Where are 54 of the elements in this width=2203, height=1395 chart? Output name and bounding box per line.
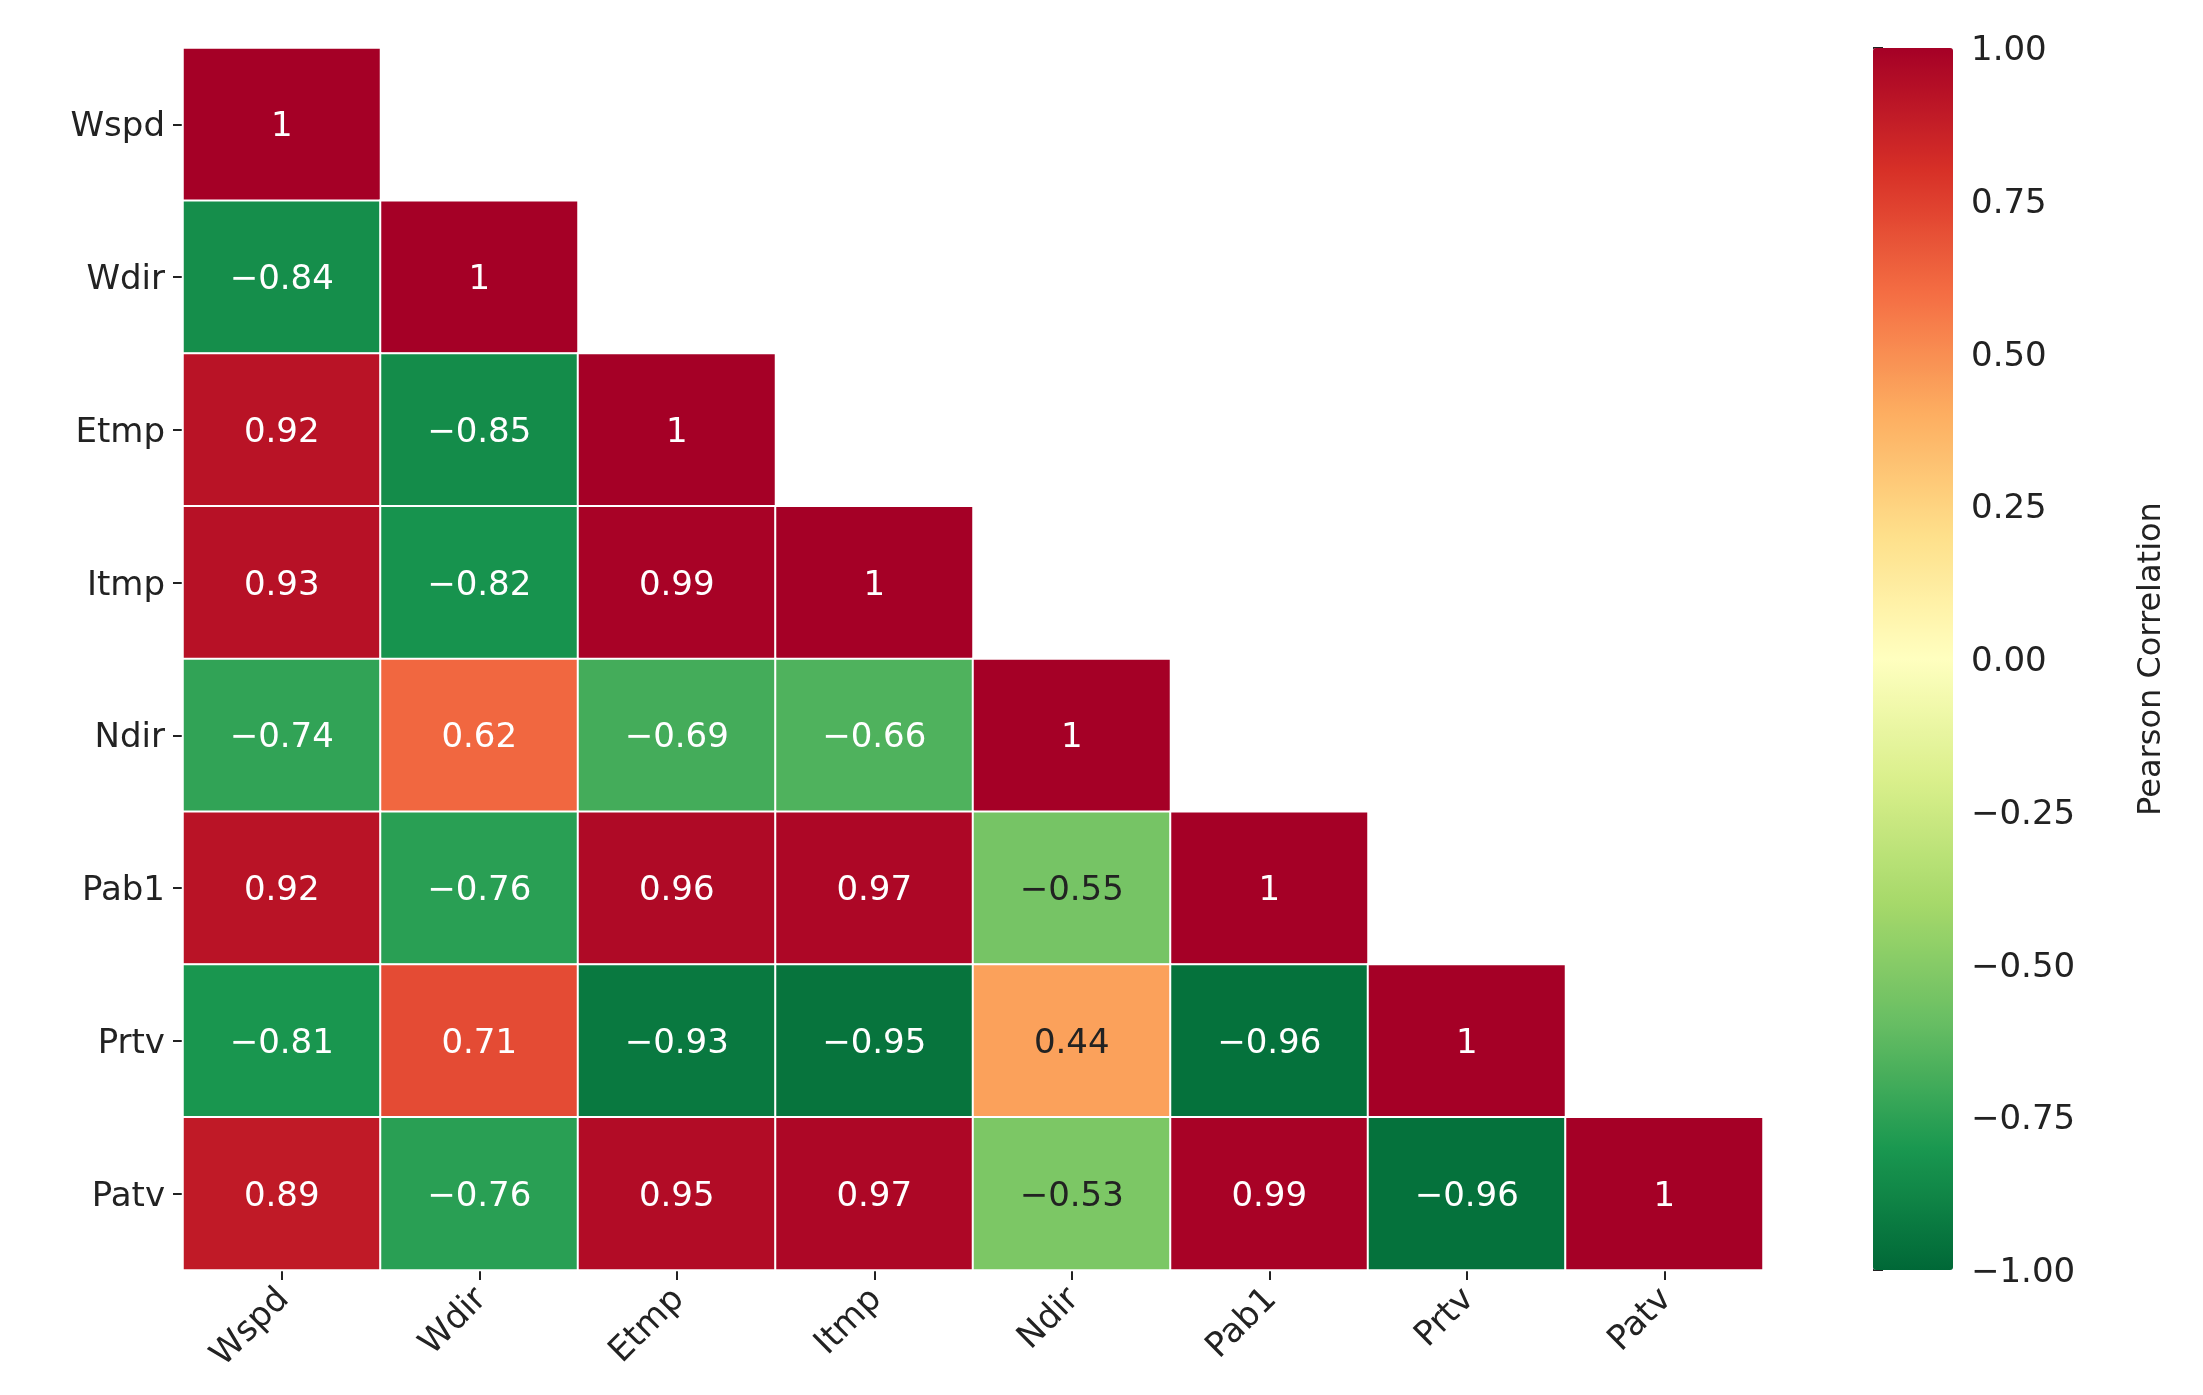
data-label: −0.76 (427, 868, 532, 909)
y-tick-label: Pab1 (81, 868, 165, 909)
data-label: 0.95 (638, 1173, 715, 1214)
y-tick-label: Etmp (75, 409, 165, 450)
data-label: −0.82 (427, 562, 532, 603)
data-label: 0.93 (243, 562, 320, 603)
data-label: 0.96 (638, 868, 715, 909)
data-label: 0.62 (441, 715, 518, 756)
y-tick-label: Ndir (94, 715, 166, 756)
y-tick-label: Wspd (70, 104, 165, 145)
data-label: −0.74 (229, 715, 334, 756)
data-label: −0.84 (229, 257, 334, 298)
data-label: −0.76 (427, 1173, 532, 1214)
data-label: 0.89 (243, 1173, 320, 1214)
data-label: 0.92 (243, 868, 320, 909)
color-bar-label: 0.25 (1971, 486, 2047, 527)
color-bar-label: −1.00 (1971, 1250, 2076, 1290)
color-bar-label: 0.00 (1971, 639, 2047, 679)
data-label: −0.95 (822, 1020, 927, 1061)
data-label: −0.69 (624, 715, 729, 756)
data-label: −0.53 (1019, 1173, 1124, 1214)
y-tick-label: Itmp (86, 562, 165, 603)
data-label: 0.92 (243, 409, 320, 450)
data-label: −0.66 (822, 715, 927, 756)
data-label: 1 (270, 104, 293, 145)
data-label: −0.55 (1019, 868, 1124, 909)
data-label: 0.99 (638, 562, 715, 603)
data-label: −0.96 (1414, 1173, 1519, 1214)
data-label: 0.99 (1231, 1173, 1308, 1214)
data-label: 0.44 (1033, 1020, 1110, 1061)
color-bar-label: −0.75 (1971, 1097, 2076, 1138)
data-label: 0.71 (441, 1020, 518, 1061)
data-label: −0.81 (229, 1020, 334, 1061)
color-bar-label: −0.50 (1971, 944, 2076, 985)
data-label: 1 (1455, 1020, 1478, 1061)
data-label: 1 (1653, 1173, 1676, 1214)
data-label: 1 (468, 257, 491, 298)
data-label: 1 (1060, 715, 1083, 756)
color-bar-label: 0.75 (1971, 180, 2047, 221)
data-label: 0.97 (836, 1173, 913, 1214)
data-label: 1 (665, 409, 688, 450)
data-label: 0.97 (836, 868, 913, 909)
data-label: 1 (1258, 868, 1281, 909)
y-tick-label: Wdir (86, 257, 166, 298)
color-bar-title: Pearson Correlation (2130, 502, 2168, 816)
data-label: −0.96 (1217, 1020, 1322, 1061)
y-tick-label: Prtv (97, 1020, 165, 1061)
color-bar-label: 0.50 (1971, 333, 2047, 374)
color-bar-label: −0.25 (1971, 791, 2076, 832)
data-label: −0.85 (427, 409, 532, 450)
color-bar-label: 1.00 (1971, 28, 2047, 68)
data-label: −0.93 (624, 1020, 729, 1061)
y-tick-label: Patv (91, 1173, 165, 1214)
data-label: 1 (863, 562, 886, 603)
